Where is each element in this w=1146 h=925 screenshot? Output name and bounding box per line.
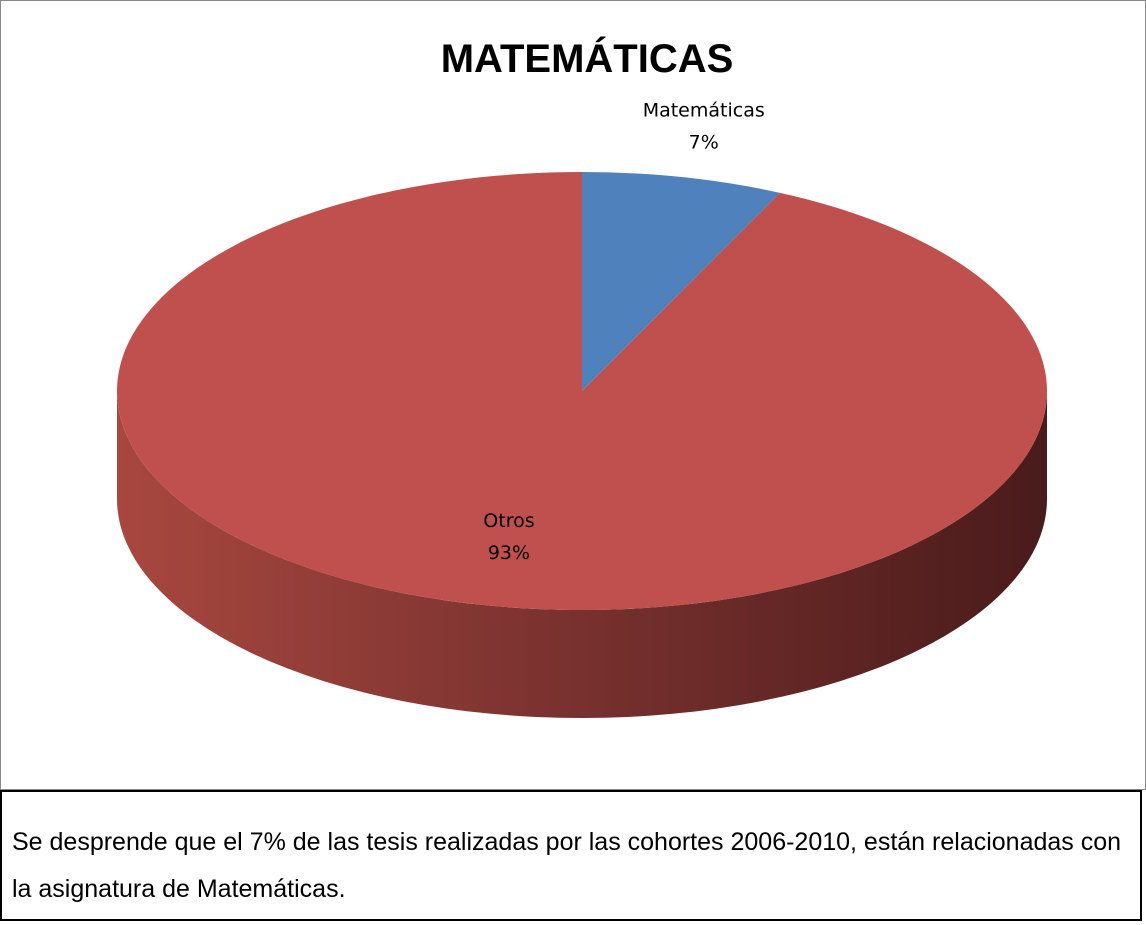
pie-side bbox=[117, 391, 1047, 718]
slice-value-label: 7% bbox=[689, 132, 719, 154]
pie-slice bbox=[582, 172, 780, 391]
caption: Se desprende que el 7% de las tesis real… bbox=[0, 790, 1142, 921]
chart: MATEMÁTICAS Matemáticas 7% Otros 93% bbox=[0, 0, 1146, 790]
slice-label: Otros bbox=[483, 510, 534, 532]
slice-label: Matemáticas bbox=[643, 100, 765, 122]
slice-value-label: 93% bbox=[488, 542, 530, 564]
chart-title: MATEMÁTICAS bbox=[441, 36, 734, 81]
pie-slice bbox=[117, 172, 1048, 610]
